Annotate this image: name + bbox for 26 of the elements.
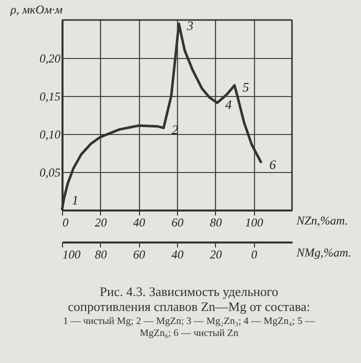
text: Рис. 4.3. Зависимость удельного сопротивления сплавов Zn—Mg от состава: xyxy=(68,284,310,314)
x2-tick-label: 80 xyxy=(94,248,107,262)
x-axis-title: NZn,%ат. xyxy=(296,214,348,228)
x2-tick-label: 0 xyxy=(251,248,258,262)
x2-tick-label: 100 xyxy=(62,248,80,262)
x-tick-label: 80 xyxy=(210,216,222,230)
x-tick-label: 100 xyxy=(245,216,264,230)
x-tick-label: 60 xyxy=(172,216,184,230)
x-tick-label: 40 xyxy=(133,216,146,230)
annotation: 6 xyxy=(269,156,276,172)
x-tick-label: 20 xyxy=(94,216,107,230)
annotation: 4 xyxy=(225,96,232,112)
annotation: 1 xyxy=(72,192,78,208)
y-axis-title: ρ, мкОм·м xyxy=(10,2,63,16)
y-tick-label: 0,05 xyxy=(40,166,60,180)
y-tick-label: 0,20 xyxy=(40,52,60,66)
x2-tick-label: 40 xyxy=(172,248,184,262)
y-tick-label: 0,10 xyxy=(40,128,60,142)
annotation: 5 xyxy=(242,79,250,94)
x2-axis-title: NMg,%ат. xyxy=(296,246,352,260)
y-tick-label: 0,15 xyxy=(40,90,60,104)
text: 1 — чистый Mg; 2 — MgZn; 3 — Mg₂Zn₃; 4 — MgZn₄; 5 — MgZn₆; 6 — чистый Zn xyxy=(63,316,316,339)
x2-tick-label: 60 xyxy=(133,248,146,262)
annotation: 3 xyxy=(186,18,194,33)
x2-tick-label: 20 xyxy=(210,248,222,262)
x-tick-label: 0 xyxy=(62,216,68,230)
